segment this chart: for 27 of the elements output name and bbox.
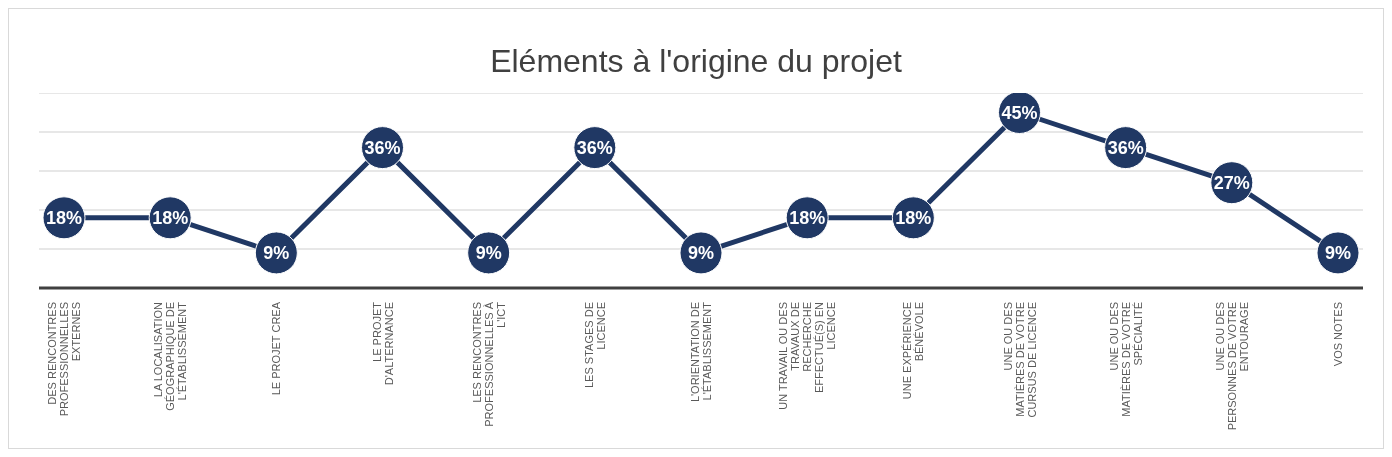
x-tick-label: VOS NOTES	[1332, 302, 1344, 367]
data-label: 9%	[263, 242, 290, 263]
data-label: 18%	[895, 207, 932, 228]
chart-title: Eléments à l'origine du projet	[489, 43, 903, 81]
x-tick-label: UNE OU DES MATIÈRES DE VOTRE SPÉCIALITÉ	[1107, 302, 1144, 417]
data-label: 9%	[475, 242, 502, 263]
x-tick-label: UNE OU DES MATIÈRES DE VOTRE CURSUS DE LICENCE	[1001, 302, 1038, 418]
data-label: 18%	[789, 207, 826, 228]
x-tick-label: UNE OU DES PERSONNES DE VOTRE ENTOURAGE	[1213, 302, 1250, 431]
x-tick-label: UNE EXPÉRIENCE BÉNÉVOLE	[901, 302, 926, 400]
data-label: 27%	[1213, 172, 1250, 193]
data-label: 9%	[687, 242, 715, 263]
data-label: 36%	[576, 137, 613, 158]
data-label: 36%	[364, 137, 401, 158]
data-label: 36%	[1107, 137, 1144, 158]
data-label: 18%	[152, 207, 189, 228]
data-label: 9%	[1324, 242, 1352, 263]
x-tick-label: LES STAGES DE LICENCE	[582, 302, 607, 388]
data-label: 18%	[45, 207, 83, 228]
x-tick-label: LE PROJET CREA	[270, 301, 283, 396]
x-tick-label: L'ORIENTATION DE L'ÉTABLISSEMENT	[689, 301, 713, 403]
x-tick-label: LA LOCALISATION GÉOGRAPHIQUE DE L'ÉTABLISSEMENT	[152, 301, 189, 411]
x-tick-label: LE PROJET D'ALTERNANCE	[370, 301, 395, 386]
x-tick-label: LES RENCONTRES PROFESSIONNELLES À L'ICT	[470, 301, 507, 427]
x-tick-label: UN TRAVAIL OU DES TRAVAUX DE RECHERCHE EFFECTUÉ(S) EN LICENCE	[777, 301, 838, 410]
data-label: 45%	[1001, 102, 1038, 123]
x-tick-label: DES RENCONTRES PROFESSIONNELLES EXTERNES	[46, 302, 82, 417]
